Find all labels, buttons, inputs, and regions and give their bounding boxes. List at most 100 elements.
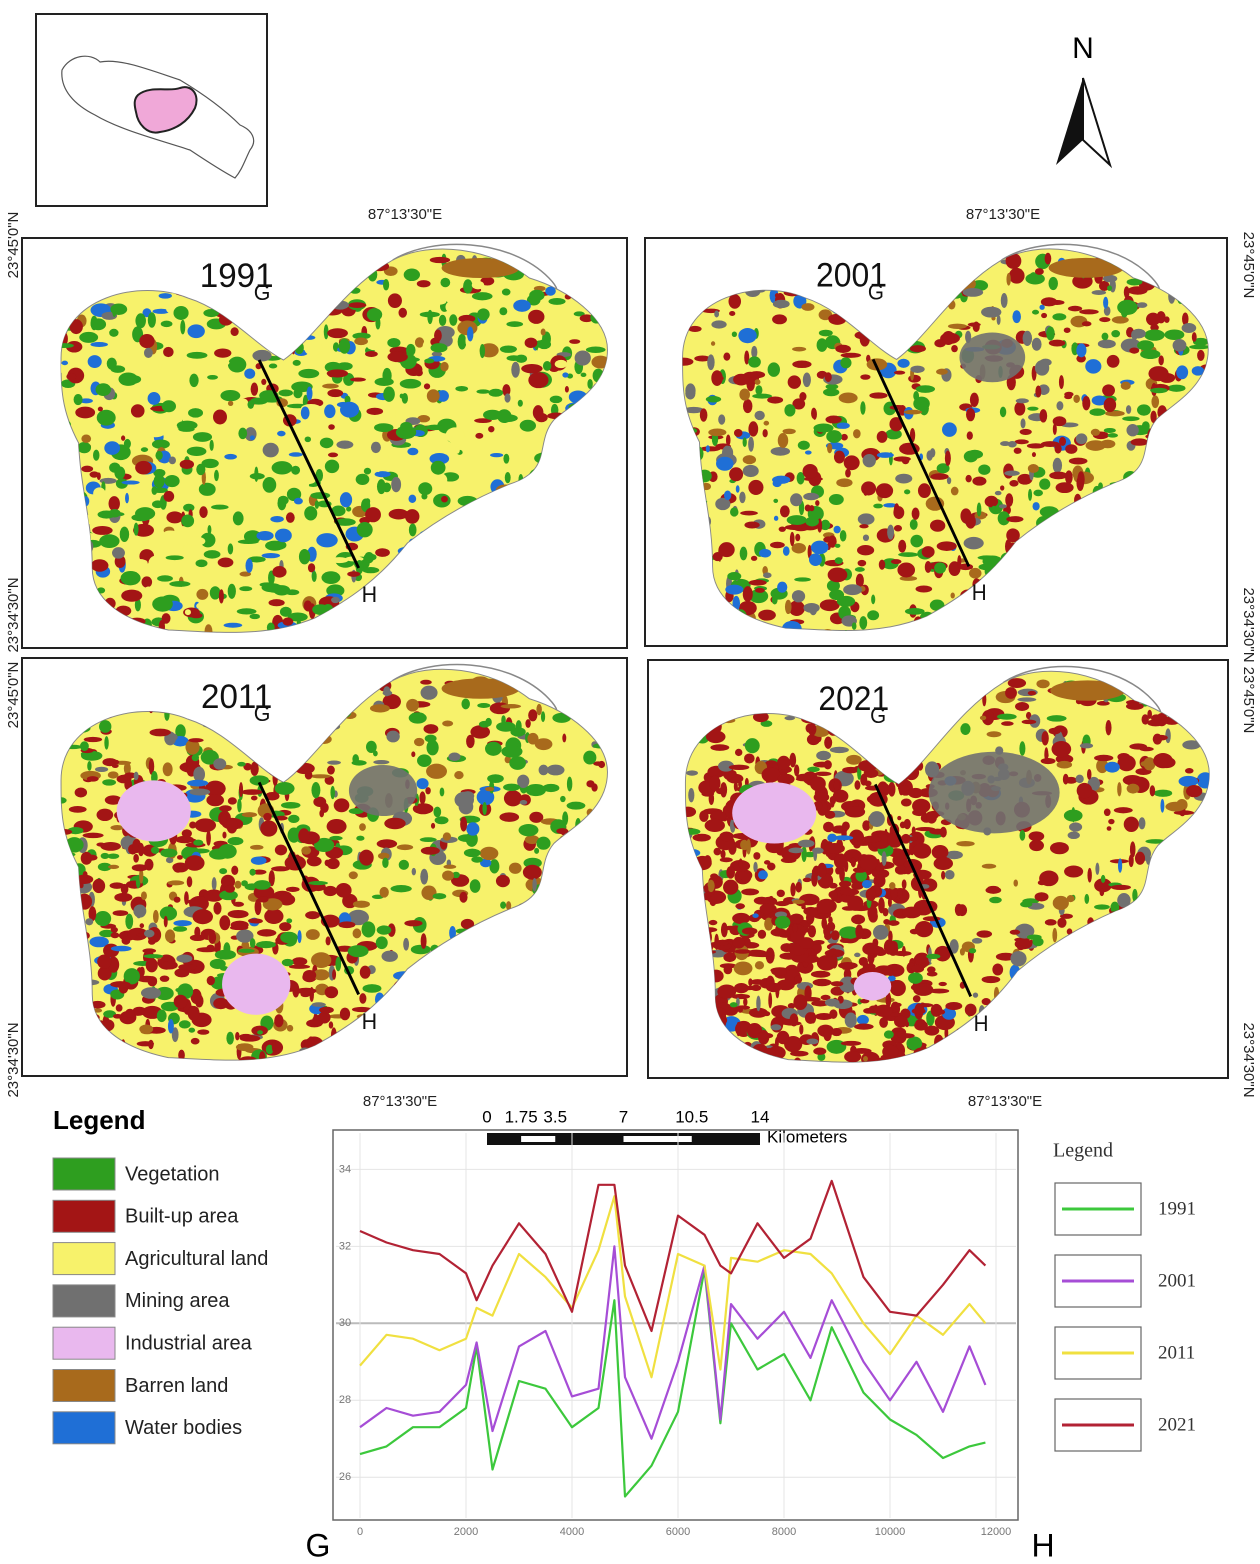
land-patch xyxy=(936,369,948,375)
land-patch xyxy=(817,338,828,352)
land-patch xyxy=(222,832,226,839)
land-patch xyxy=(305,911,320,919)
land-patch xyxy=(331,597,340,603)
land-patch xyxy=(1118,858,1122,872)
land-patch xyxy=(748,356,761,367)
land-patch xyxy=(398,308,406,318)
land-patch xyxy=(1073,395,1080,403)
land-patch xyxy=(327,858,340,869)
land-patch xyxy=(231,327,239,336)
land-patch xyxy=(194,927,200,938)
land-patch xyxy=(934,857,953,870)
land-patch xyxy=(716,457,733,471)
land-patch xyxy=(1150,785,1156,796)
land-patch xyxy=(528,709,537,721)
land-patch xyxy=(816,751,831,761)
land-patch xyxy=(827,443,832,453)
land-patch xyxy=(1036,680,1049,689)
land-patch xyxy=(1076,433,1088,444)
land-patch xyxy=(813,979,832,986)
land-patch xyxy=(431,461,446,475)
land-patch xyxy=(269,599,285,606)
land-patch xyxy=(758,870,768,879)
land-patch xyxy=(240,399,249,413)
land-patch xyxy=(330,557,348,563)
land-patch xyxy=(814,792,830,802)
land-patch xyxy=(951,487,959,496)
land-patch xyxy=(371,442,381,453)
land-patch xyxy=(829,883,838,889)
land-patch xyxy=(1053,458,1062,473)
land-patch xyxy=(1126,405,1131,414)
land-patch xyxy=(286,887,300,892)
land-patch xyxy=(967,450,983,459)
land-patch xyxy=(407,448,418,455)
land-patch xyxy=(1046,327,1055,341)
land-patch xyxy=(90,342,108,347)
land-patch xyxy=(219,589,224,603)
land-patch xyxy=(989,897,1002,904)
land-patch xyxy=(165,929,175,942)
land-patch xyxy=(981,307,1001,318)
land-patch xyxy=(228,401,233,406)
land-patch xyxy=(735,903,745,909)
land-patch xyxy=(1092,290,1106,295)
land-patch xyxy=(366,408,383,415)
land-patch xyxy=(277,431,285,437)
land-patch xyxy=(902,907,921,919)
land-patch xyxy=(1102,384,1115,396)
land-patch xyxy=(1112,316,1129,323)
land-patch xyxy=(348,302,366,308)
land-patch xyxy=(738,1007,743,1013)
land-patch xyxy=(858,513,875,525)
land-patch xyxy=(835,557,843,564)
land-patch xyxy=(330,786,335,799)
land-patch xyxy=(1100,888,1105,896)
land-patch xyxy=(272,566,286,578)
land-patch xyxy=(87,776,99,781)
land-patch xyxy=(501,715,506,725)
land-patch xyxy=(543,361,551,371)
land-patch xyxy=(375,471,391,477)
land-patch xyxy=(187,780,208,787)
land-patch xyxy=(755,379,761,385)
land-patch xyxy=(717,984,736,998)
land-patch xyxy=(157,1010,167,1023)
scale-tick-label: 1.75 xyxy=(505,1107,538,1126)
land-patch xyxy=(894,1016,908,1028)
land-patch xyxy=(831,1028,842,1036)
land-patch xyxy=(288,815,299,823)
land-patch xyxy=(279,922,291,931)
legend-label: Vegetation xyxy=(125,1163,220,1185)
land-patch xyxy=(866,946,884,954)
land-patch xyxy=(1127,784,1140,794)
land-patch xyxy=(840,357,851,368)
land-patch xyxy=(898,552,918,557)
land-patch xyxy=(92,526,112,535)
land-patch xyxy=(997,714,1017,720)
land-patch xyxy=(181,515,194,528)
land-patch xyxy=(688,788,694,802)
land-patch xyxy=(746,839,751,855)
land-patch xyxy=(235,881,242,889)
land-patch xyxy=(188,738,203,742)
land-patch xyxy=(263,477,277,493)
land-patch xyxy=(783,546,790,556)
land-patch xyxy=(972,477,986,486)
land-patch xyxy=(263,443,279,458)
land-patch xyxy=(195,818,216,832)
land-patch xyxy=(432,298,447,305)
land-patch xyxy=(207,375,218,380)
land-patch xyxy=(1000,485,1004,490)
land-patch xyxy=(188,408,203,418)
land-patch xyxy=(913,984,933,996)
land-patch xyxy=(521,364,542,373)
land-patch xyxy=(790,928,804,944)
land-patch xyxy=(74,394,83,405)
land-patch xyxy=(967,431,973,439)
land-patch xyxy=(718,414,725,424)
land-patch xyxy=(102,779,116,785)
land-patch xyxy=(729,467,743,481)
land-patch xyxy=(134,523,139,536)
land-patch xyxy=(207,976,215,985)
